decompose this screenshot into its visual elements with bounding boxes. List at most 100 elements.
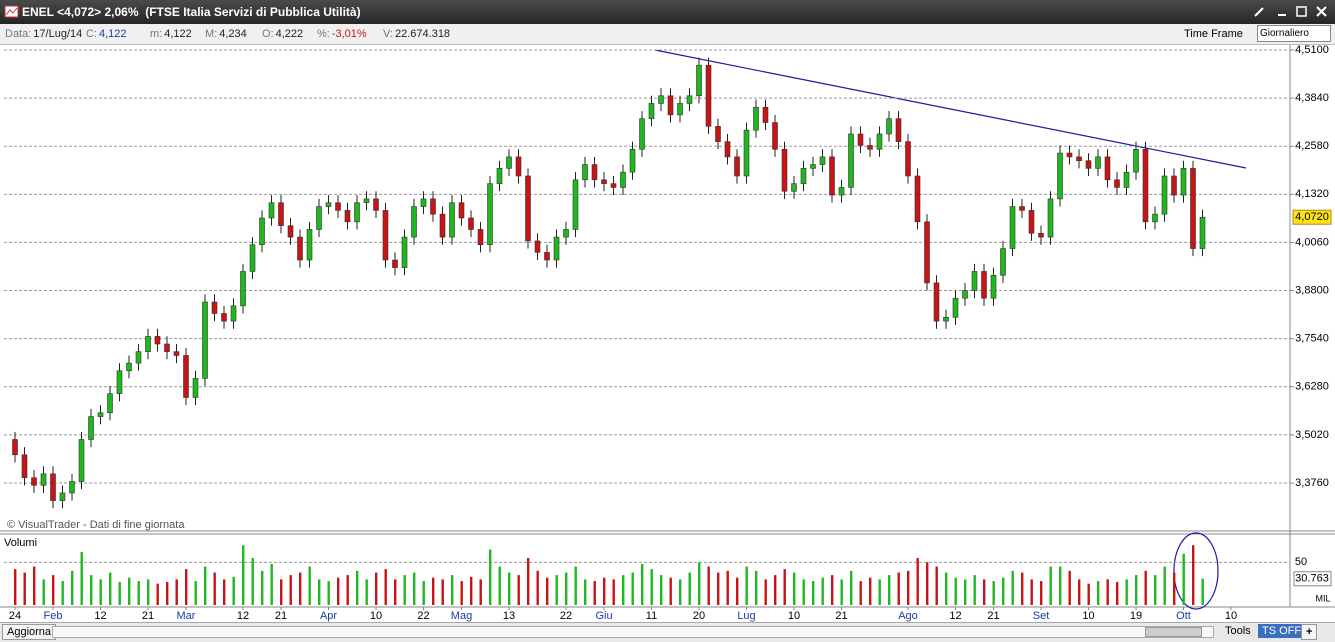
candle-body [335,202,341,211]
candle-body [601,179,607,184]
candle-body [363,198,370,204]
volume-bar [793,572,796,605]
candle-body [458,202,465,219]
chart-background [0,44,1335,622]
candle-body [1123,171,1130,188]
volume-bar [23,572,26,605]
x-tick-label: Feb [44,610,63,622]
candle-body [791,183,797,192]
candle-body [1028,210,1035,234]
info-label: M: [205,28,218,40]
volume-bar [185,569,188,605]
volume-bar [574,566,577,605]
volume-bar [451,575,454,605]
candle-body [192,378,199,398]
volume-bar [527,558,530,605]
x-tick-label: 10 [370,610,382,622]
volume-bar [1097,581,1100,605]
credit: © VisualTrader - Dati di fine giornata [7,519,185,531]
volume-bar [327,581,330,605]
candle-body [401,236,408,268]
volume-bar [783,569,786,605]
info-label: %: [317,28,330,40]
volume-bar [508,572,511,605]
info-label: O: [262,28,274,40]
candle-body [905,141,911,177]
candle-body [59,492,66,501]
x-tick-label: Apr [320,610,337,622]
volume-bar [517,575,520,605]
candle-body [610,183,617,188]
volume-bar [983,579,986,605]
volume-bar [242,545,245,605]
x-tick-label: 21 [835,610,847,622]
candle-body [857,133,864,146]
candle-body [506,156,512,169]
candle-body [107,393,113,414]
candle-body [468,217,474,230]
candle-body [1104,156,1111,181]
ts-button[interactable]: TS OFF [1258,624,1306,638]
volume-bar [318,579,321,605]
volume-bar [166,581,169,605]
volume-bar [1163,566,1166,605]
volume-bar [755,570,758,605]
candle-body [173,351,180,356]
last-price-label: 4,0720 [1295,211,1329,223]
volume-bar [14,569,17,605]
x-tick-label: 21 [142,610,154,622]
add-button[interactable]: + [1301,624,1318,640]
candle-body [202,301,208,379]
candle-body [924,221,930,284]
candle-body [183,355,189,398]
volume-bar [717,572,720,605]
scroll-thumb[interactable] [1145,627,1202,637]
volume-bar [308,566,311,605]
candle-body [515,156,522,177]
volume-bar [650,569,653,605]
volume-bar [441,579,444,605]
candle-body [449,202,455,238]
candle-body [154,336,161,345]
candle-body [477,229,484,246]
x-tick-label: 20 [693,610,705,622]
volume-bar [726,570,729,605]
candle-body [1000,248,1006,276]
volume-bar [1182,553,1185,605]
volume-bar [71,570,74,605]
candle-body [715,126,721,142]
volume-bar [536,570,539,605]
volume-bar [109,572,112,605]
candle-body [1199,216,1206,249]
candle-body [31,477,37,486]
candle-body [810,164,816,169]
info-bar: Time Frame Giornaliero Data: 17/Lug/14 C: 4… [0,24,1335,45]
volume-bar [489,549,492,605]
volume-bar [1040,581,1043,605]
refresh-button[interactable]: Aggiorna [2,624,57,640]
volume-bar [669,577,672,605]
candle-body [686,95,693,104]
volume-bar [707,566,710,605]
candle-body [164,343,170,352]
candle-body [1152,213,1158,223]
candle-body [829,156,835,196]
tools-button[interactable]: Tools [1225,625,1251,637]
x-tick-label: 12 [94,610,106,622]
window-controls[interactable] [1251,4,1331,20]
y-tick-label: 3,3760 [1295,477,1329,489]
candle-body [1085,160,1092,169]
x-tick-label: Ott [1176,610,1191,622]
x-tick-label: Mar [177,610,196,622]
info-label: V: [383,28,393,40]
time-frame-select[interactable]: Giornaliero [1257,25,1331,42]
volume-bar [223,579,226,605]
volume-bar [631,572,634,605]
candle-body [382,210,389,261]
candle-body [278,202,284,226]
info-value: 22.674.318 [395,28,451,40]
x-tick-label: 12 [949,610,961,622]
candle-body [354,202,360,223]
scrollbar[interactable] [52,626,1214,638]
candle-body [677,103,683,116]
